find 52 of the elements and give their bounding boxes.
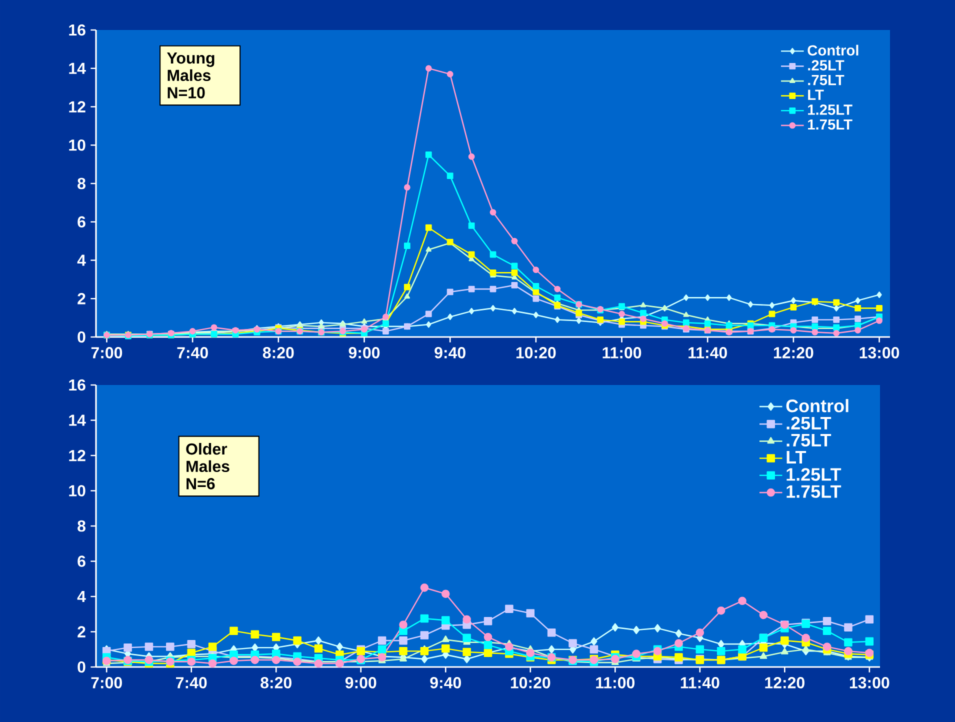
y-tick-label: 2 — [78, 626, 86, 638]
x-tick-label: 9:40 — [430, 677, 461, 688]
y-tick-label: 14 — [69, 414, 86, 426]
legend-label: 1.25LT — [786, 468, 842, 481]
y-tick-label: 10 — [69, 485, 86, 496]
x-tick-label: 7:40 — [176, 677, 207, 688]
x-tick-label: 13:00 — [860, 347, 900, 358]
x-tick-label: 10:20 — [516, 347, 556, 358]
legend-label: 1.75LT — [786, 485, 842, 498]
y-tick-label: 0 — [78, 331, 86, 343]
x-tick-label: 11:00 — [602, 347, 642, 358]
x-tick-label: 13:00 — [850, 677, 890, 688]
x-tick-label: 9:40 — [434, 347, 466, 358]
legend-label: Control — [786, 399, 848, 412]
x-tick-label: 10:20 — [510, 677, 550, 688]
y-tick-label: 6 — [78, 556, 86, 567]
x-tick-label: 7:00 — [91, 347, 122, 358]
legend-label: 1.75LT — [808, 119, 852, 130]
y-tick-label: 16 — [69, 379, 86, 391]
y-tick-label: 10 — [69, 139, 86, 151]
x-tick-label: 11:00 — [596, 677, 634, 688]
x-tick-label: 11:40 — [688, 347, 727, 358]
legend-label: 1.25LT — [808, 104, 852, 115]
annotation: Young Males N=10 — [167, 52, 214, 98]
annotation: Older Males N=6 — [186, 442, 230, 490]
y-tick-label: 16 — [69, 24, 86, 36]
x-tick-label: 8:20 — [262, 347, 294, 358]
legend-label: .25LT — [786, 416, 832, 430]
y-tick-label: 6 — [78, 216, 86, 228]
y-tick-label: 8 — [78, 178, 86, 190]
x-tick-label: 11:40 — [680, 677, 720, 688]
x-tick-label: 8:20 — [260, 677, 292, 688]
y-tick-label: 8 — [78, 520, 86, 532]
x-tick-label: 9:00 — [345, 677, 376, 688]
y-tick-label: 4 — [77, 254, 86, 266]
x-tick-label: 7:40 — [177, 347, 208, 358]
y-tick-label: 2 — [78, 293, 86, 304]
x-tick-label: 12:20 — [765, 677, 804, 688]
y-tick-label: 12 — [69, 101, 86, 112]
x-tick-label: 7:00 — [91, 677, 122, 688]
legend-label: LT — [786, 451, 806, 464]
y-tick-label: 0 — [78, 661, 86, 673]
x-tick-label: 12:20 — [774, 347, 814, 358]
x-tick-label: 9:00 — [348, 347, 380, 358]
y-tick-label: 14 — [69, 62, 86, 74]
legend-label: .75LT — [808, 75, 844, 86]
legend-label: LT — [808, 90, 824, 100]
legend-label: .75LT — [786, 434, 832, 447]
y-tick-label: 4 — [77, 591, 86, 602]
legend-label: .25LT — [808, 60, 844, 70]
y-tick-label: 12 — [69, 450, 86, 462]
legend-label: Control — [808, 44, 858, 56]
